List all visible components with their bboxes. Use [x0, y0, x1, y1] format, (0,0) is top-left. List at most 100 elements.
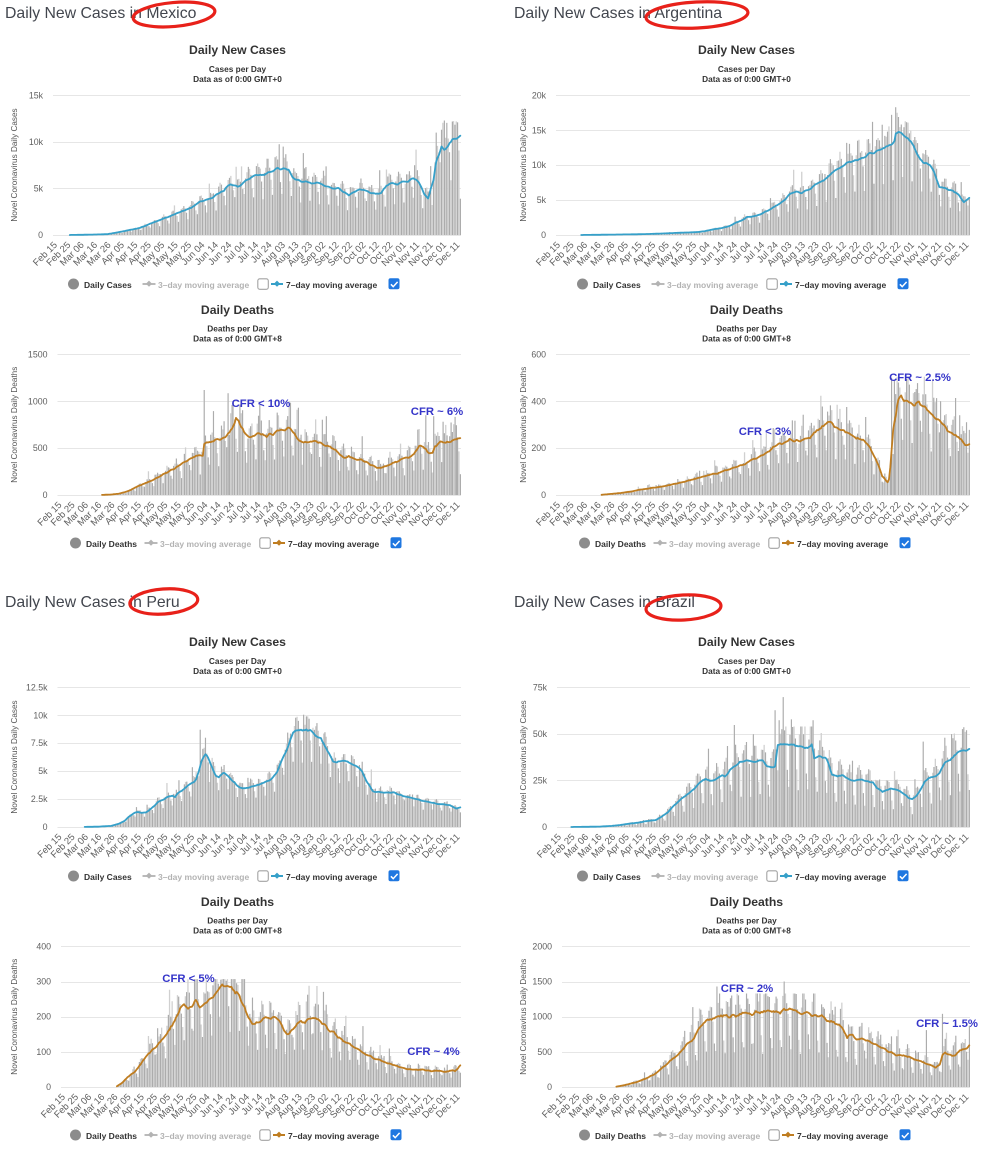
- svg-text:0: 0: [547, 1082, 552, 1092]
- svg-text:0: 0: [43, 490, 48, 500]
- svg-text:Daily Cases: Daily Cases: [593, 280, 641, 290]
- svg-text:7.5k: 7.5k: [31, 738, 48, 748]
- svg-text:Cases per Day: Cases per Day: [209, 656, 267, 666]
- svg-text:Daily Deaths: Daily Deaths: [595, 539, 646, 549]
- svg-text:Daily Deaths: Daily Deaths: [201, 303, 274, 317]
- svg-text:3–day moving average: 3–day moving average: [667, 280, 758, 290]
- svg-text:Novel Coronavirus Daily Deaths: Novel Coronavirus Daily Deaths: [10, 959, 19, 1075]
- svg-text:Data as of 0:00 GMT+8: Data as of 0:00 GMT+8: [193, 926, 282, 936]
- svg-text:Daily Cases: Daily Cases: [84, 280, 132, 290]
- svg-text:CFR ~ 1.5%: CFR ~ 1.5%: [916, 1018, 978, 1030]
- svg-text:Daily New Cases in Argentina: Daily New Cases in Argentina: [514, 5, 722, 22]
- svg-text:3–day moving average: 3–day moving average: [158, 280, 249, 290]
- svg-text:CFR ~ 4%: CFR ~ 4%: [407, 1046, 459, 1058]
- svg-text:2000: 2000: [532, 941, 552, 951]
- svg-text:15k: 15k: [29, 90, 44, 100]
- svg-text:Novel Coronavirus Daily Cases: Novel Coronavirus Daily Cases: [10, 700, 19, 813]
- svg-text:Daily Cases: Daily Cases: [84, 872, 132, 882]
- svg-text:CFR ~ 2%: CFR ~ 2%: [721, 983, 773, 995]
- svg-text:500: 500: [33, 443, 48, 453]
- svg-text:Novel Coronavirus Daily Deaths: Novel Coronavirus Daily Deaths: [519, 959, 528, 1075]
- svg-text:12.5k: 12.5k: [26, 682, 48, 692]
- svg-text:3–day moving average: 3–day moving average: [669, 1131, 760, 1141]
- svg-text:1000: 1000: [532, 1012, 552, 1022]
- svg-text:7–day moving average: 7–day moving average: [795, 280, 886, 290]
- svg-text:500: 500: [537, 1047, 552, 1057]
- svg-text:Data as of 0:00 GMT+0: Data as of 0:00 GMT+0: [702, 74, 791, 84]
- svg-text:Deaths per Day: Deaths per Day: [207, 324, 268, 334]
- svg-text:5k: 5k: [34, 184, 44, 194]
- svg-text:Daily Deaths: Daily Deaths: [595, 1131, 646, 1141]
- svg-text:0: 0: [542, 822, 547, 832]
- svg-text:Daily New Cases: Daily New Cases: [698, 43, 795, 57]
- svg-text:0: 0: [541, 230, 546, 240]
- svg-text:Data as of 0:00 GMT+0: Data as of 0:00 GMT+0: [193, 74, 282, 84]
- svg-text:Daily New Cases in Peru: Daily New Cases in Peru: [5, 594, 180, 611]
- svg-text:CFR ~ 2.5%: CFR ~ 2.5%: [889, 372, 951, 384]
- svg-text:0: 0: [38, 230, 43, 240]
- svg-text:3–day moving average: 3–day moving average: [667, 872, 758, 882]
- svg-text:5k: 5k: [537, 195, 547, 205]
- svg-text:Daily New Cases: Daily New Cases: [189, 635, 286, 649]
- svg-text:Deaths per Day: Deaths per Day: [716, 324, 777, 334]
- svg-text:Daily Cases: Daily Cases: [593, 872, 641, 882]
- svg-text:CFR ~ 6%: CFR ~ 6%: [411, 406, 463, 418]
- svg-text:7–day moving average: 7–day moving average: [288, 1131, 379, 1141]
- svg-text:0: 0: [46, 1082, 51, 1092]
- svg-text:CFR < 3%: CFR < 3%: [739, 426, 791, 438]
- svg-text:400: 400: [531, 396, 546, 406]
- svg-text:CFR < 5%: CFR < 5%: [162, 973, 214, 985]
- svg-text:10k: 10k: [29, 137, 44, 147]
- svg-text:3–day moving average: 3–day moving average: [669, 539, 760, 549]
- svg-text:1500: 1500: [532, 977, 552, 987]
- svg-text:10k: 10k: [33, 710, 48, 720]
- svg-text:1500: 1500: [28, 349, 48, 359]
- svg-text:200: 200: [531, 443, 546, 453]
- svg-text:Daily Deaths: Daily Deaths: [710, 303, 783, 317]
- svg-text:600: 600: [531, 349, 546, 359]
- svg-text:2.5k: 2.5k: [31, 794, 48, 804]
- svg-text:0: 0: [43, 822, 48, 832]
- svg-text:7–day moving average: 7–day moving average: [797, 539, 888, 549]
- svg-text:Daily Deaths: Daily Deaths: [86, 1131, 137, 1141]
- svg-text:3–day moving average: 3–day moving average: [158, 872, 249, 882]
- svg-text:7–day moving average: 7–day moving average: [288, 539, 379, 549]
- svg-text:Data as of 0:00 GMT+8: Data as of 0:00 GMT+8: [702, 334, 791, 344]
- svg-text:CFR < 10%: CFR < 10%: [232, 398, 291, 410]
- svg-text:Novel Coronavirus Daily Deaths: Novel Coronavirus Daily Deaths: [519, 367, 528, 483]
- svg-text:Data as of 0:00 GMT+8: Data as of 0:00 GMT+8: [193, 334, 282, 344]
- svg-text:Daily New Cases: Daily New Cases: [189, 43, 286, 57]
- svg-text:Data as of 0:00 GMT+0: Data as of 0:00 GMT+0: [193, 666, 282, 676]
- svg-text:15k: 15k: [532, 125, 547, 135]
- svg-text:Daily New Cases: Daily New Cases: [698, 635, 795, 649]
- svg-text:300: 300: [36, 977, 51, 987]
- svg-text:400: 400: [36, 941, 51, 951]
- svg-text:Deaths per Day: Deaths per Day: [207, 916, 268, 926]
- svg-text:100: 100: [36, 1047, 51, 1057]
- svg-text:Novel Coronavirus Daily Cases: Novel Coronavirus Daily Cases: [519, 700, 528, 813]
- svg-text:Daily New Cases in Brazil: Daily New Cases in Brazil: [514, 594, 695, 611]
- svg-text:7–day moving average: 7–day moving average: [286, 872, 377, 882]
- svg-text:1000: 1000: [28, 396, 48, 406]
- svg-text:75k: 75k: [533, 682, 548, 692]
- svg-text:Cases per Day: Cases per Day: [718, 64, 776, 74]
- svg-text:Data as of 0:00 GMT+0: Data as of 0:00 GMT+0: [702, 666, 791, 676]
- svg-text:5k: 5k: [38, 766, 48, 776]
- svg-text:Daily Deaths: Daily Deaths: [201, 895, 274, 909]
- svg-text:20k: 20k: [532, 90, 547, 100]
- svg-text:3–day moving average: 3–day moving average: [160, 1131, 251, 1141]
- svg-text:Data as of 0:00 GMT+8: Data as of 0:00 GMT+8: [702, 926, 791, 936]
- svg-text:7–day moving average: 7–day moving average: [797, 1131, 888, 1141]
- svg-text:3–day moving average: 3–day moving average: [160, 539, 251, 549]
- svg-text:Daily Deaths: Daily Deaths: [86, 539, 137, 549]
- svg-text:Novel Coronavirus Daily Deaths: Novel Coronavirus Daily Deaths: [10, 367, 19, 483]
- svg-text:0: 0: [541, 490, 546, 500]
- svg-text:Daily New Cases in Mexico: Daily New Cases in Mexico: [5, 5, 197, 22]
- svg-text:7–day moving average: 7–day moving average: [795, 872, 886, 882]
- svg-text:Deaths per Day: Deaths per Day: [716, 916, 777, 926]
- svg-text:10k: 10k: [532, 160, 547, 170]
- svg-text:200: 200: [36, 1012, 51, 1022]
- svg-text:Daily Deaths: Daily Deaths: [710, 895, 783, 909]
- svg-text:7–day moving average: 7–day moving average: [286, 280, 377, 290]
- svg-text:50k: 50k: [533, 729, 548, 739]
